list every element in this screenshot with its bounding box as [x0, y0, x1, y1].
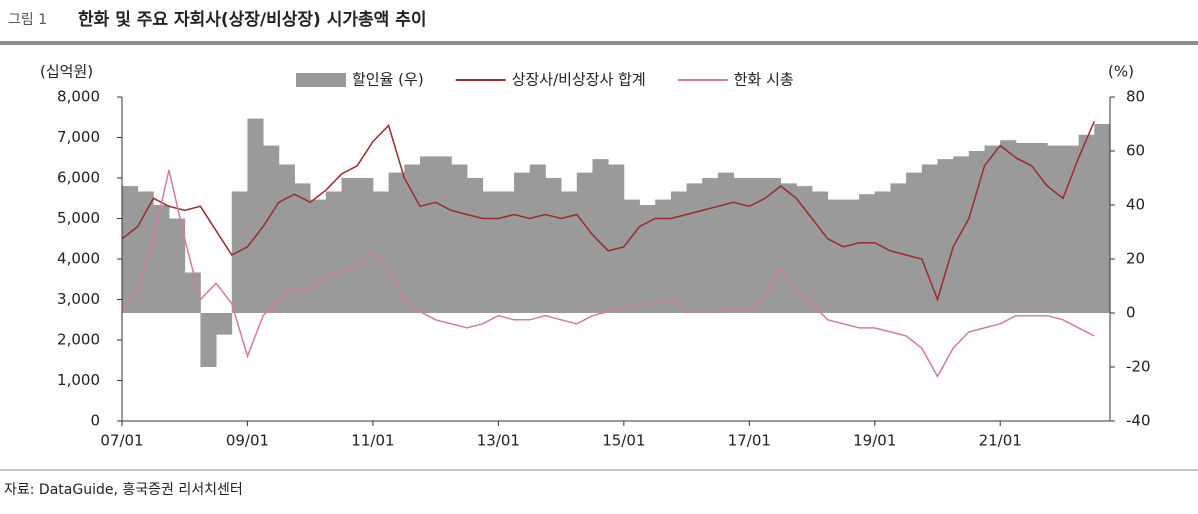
bar: [294, 183, 311, 313]
bar: [796, 186, 813, 313]
x-tick-label: 15/01: [602, 432, 645, 450]
bar: [169, 218, 186, 313]
bar: [388, 172, 405, 313]
bar: [921, 164, 938, 313]
bar: [137, 191, 154, 313]
y-tick-label: 3,000: [57, 290, 100, 308]
y2-tick-label: 80: [1126, 88, 1145, 106]
bar: [1062, 145, 1080, 313]
bar: [937, 159, 954, 313]
bar: [545, 178, 562, 313]
bar: [231, 191, 248, 313]
bar: [639, 205, 656, 313]
bar: [670, 191, 687, 313]
bar: [1047, 145, 1064, 313]
bar: [812, 191, 829, 313]
bar: [749, 178, 766, 313]
y-axis-label: (십억원): [40, 63, 93, 81]
x-tick-label: 13/01: [477, 432, 520, 450]
y-tick-label: 0: [90, 412, 100, 430]
legend-label: 상장사/비상장사 합계: [512, 71, 646, 89]
bar: [623, 199, 640, 313]
y2-tick-label: 40: [1126, 196, 1145, 214]
bar: [576, 172, 593, 313]
bar: [325, 191, 342, 313]
y2-tick-label: -20: [1126, 358, 1151, 376]
bar: [372, 191, 390, 313]
bar: [733, 178, 750, 313]
bar: [482, 191, 499, 313]
x-tick-label: 07/01: [100, 432, 143, 450]
x-tick-label: 09/01: [226, 432, 269, 450]
figure-label: 그림 1: [8, 12, 47, 28]
bar: [717, 172, 735, 313]
bar: [263, 145, 280, 313]
line: [121, 121, 1095, 302]
bar: [780, 183, 797, 313]
x-tick-label: 19/01: [853, 432, 896, 450]
legend-label: 할인율 (우): [352, 71, 424, 89]
bar: [404, 164, 421, 313]
bar: [357, 178, 374, 313]
y-tick-label: 5,000: [57, 209, 100, 227]
line: [121, 169, 1095, 378]
y-tick-label: 2,000: [57, 331, 100, 349]
bar: [451, 164, 468, 313]
bar: [702, 178, 719, 313]
y2-tick-label: 0: [1126, 304, 1136, 322]
x-tick-label: 17/01: [728, 432, 771, 450]
y-tick-label: 8,000: [57, 88, 100, 106]
bar: [906, 172, 923, 313]
legend-swatch: [296, 73, 346, 87]
bar: [968, 151, 985, 313]
bar: [435, 156, 452, 313]
y2-tick-label: 20: [1126, 250, 1145, 268]
bar: [608, 164, 625, 313]
bar: [874, 191, 891, 313]
bar: [953, 156, 970, 313]
bar: [1078, 134, 1095, 313]
bar: [890, 183, 907, 313]
bar: [122, 186, 139, 313]
header-rule: [0, 41, 1198, 45]
y2-tick-label: 60: [1126, 142, 1145, 160]
chart-title: 한화 및 주요 자회사(상장/비상장) 시가총액 추이: [78, 10, 427, 30]
bar: [843, 199, 860, 313]
bar: [310, 199, 327, 313]
bar: [1094, 124, 1111, 313]
bar: [686, 183, 703, 313]
bar: [514, 172, 531, 313]
y2-tick-label: -40: [1126, 412, 1151, 430]
bar: [529, 164, 546, 313]
x-tick-label: 21/01: [979, 432, 1022, 450]
bar: [216, 313, 233, 335]
bar: [561, 191, 578, 313]
bar: [278, 164, 295, 313]
source: 자료: DataGuide, 흥국증권 리서치센터: [4, 482, 243, 498]
bar: [1031, 142, 1048, 313]
bar: [498, 191, 515, 313]
y-tick-label: 6,000: [57, 169, 100, 187]
bar: [984, 145, 1001, 313]
bar: [655, 199, 672, 313]
y2-axis-label: (%): [1108, 63, 1134, 81]
bar: [592, 159, 609, 313]
y-tick-label: 7,000: [57, 128, 100, 146]
bar: [764, 178, 782, 313]
bar: [341, 178, 358, 313]
bar: [153, 205, 170, 313]
y-tick-label: 4,000: [57, 250, 100, 268]
x-tick-label: 11/01: [351, 432, 394, 450]
bar: [467, 178, 484, 313]
bar: [247, 118, 264, 313]
bar: [827, 199, 844, 313]
bar: [1015, 142, 1032, 313]
bar: [1000, 140, 1017, 313]
bar: [419, 156, 437, 313]
bar: [859, 194, 876, 313]
y-tick-label: 1,000: [57, 371, 100, 389]
bar: [200, 313, 217, 367]
legend-label: 한화 시총: [734, 71, 794, 89]
